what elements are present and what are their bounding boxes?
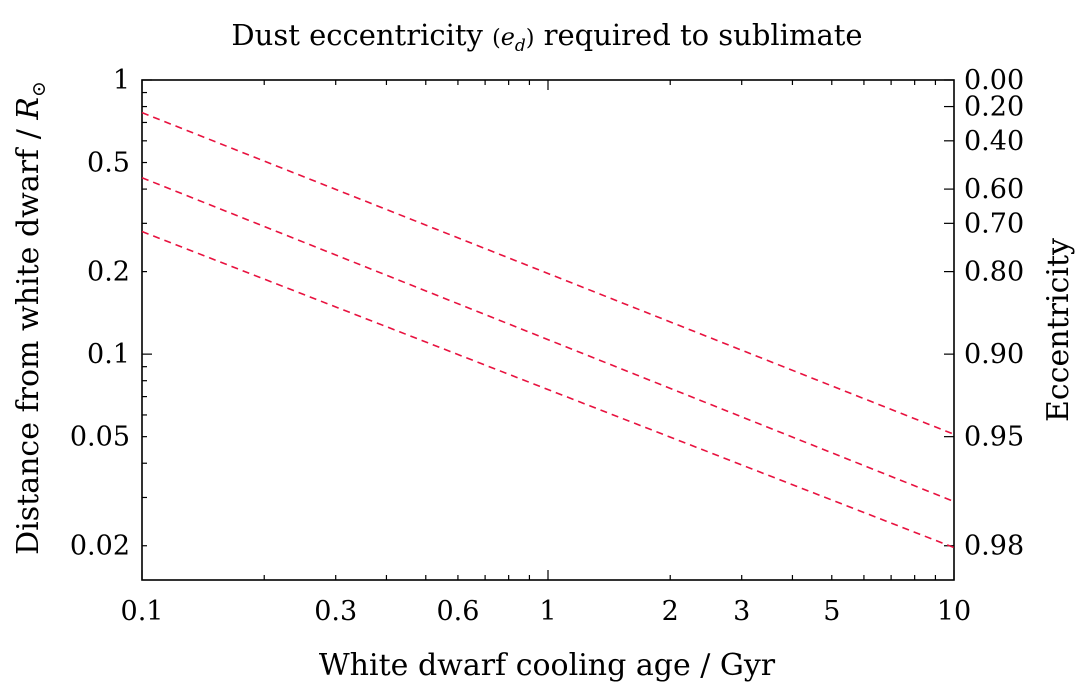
y2-tick-label: 0.00	[964, 65, 1024, 96]
x-tick-label: 1	[539, 596, 556, 627]
y2-tick-label: 0.98	[964, 531, 1024, 562]
plot-frame	[141, 79, 955, 581]
y2-axis-title: Eccentricity	[1041, 238, 1076, 422]
tick-labels: 0.1 0.3 0.6 1 2 3 5 10 1 0.5 0.2 0.1 0.05 0.02 0.000.2…	[70, 65, 1024, 627]
x-tick-label: 5	[823, 596, 840, 627]
y2-tick-label: 0.40	[964, 126, 1024, 157]
plot-area-border	[141, 79, 955, 581]
y-tick-label: 0.2	[87, 257, 130, 288]
y-tick-label: 0.02	[70, 531, 130, 562]
y2-tick-label: 0.60	[964, 174, 1024, 205]
y2-tick-label: 0.95	[964, 422, 1024, 453]
x-tick-label: 0.1	[121, 596, 164, 627]
y2-tick-label: 0.90	[964, 339, 1024, 370]
y2-tick-label: 0.70	[964, 208, 1024, 239]
x-tick-label: 0.6	[436, 596, 479, 627]
series-line-graphite	[141, 230, 955, 549]
chart-title: Dust eccentricity (ed) required to subli…	[231, 18, 862, 56]
y-tick-label: 1	[113, 65, 130, 96]
y-tick-label: 0.05	[70, 422, 130, 453]
x-tick-label: 10	[937, 596, 971, 627]
axis-ticks	[141, 79, 955, 580]
series-line-olivine	[141, 176, 955, 503]
y-tick-label: 0.1	[87, 339, 130, 370]
x-tick-label: 2	[662, 596, 679, 627]
y-axis-title: Distance from white dwarf / R⊙	[11, 81, 50, 555]
y2-tick-label: 0.20	[964, 92, 1024, 123]
series-lines: IronOlivineGraphite	[141, 111, 955, 549]
series-line-iron	[141, 111, 955, 436]
x-tick-label: 3	[733, 596, 750, 627]
x-tick-label: 0.3	[314, 596, 357, 627]
x-axis-title: White dwarf cooling age / Gyr	[319, 648, 776, 683]
y-tick-label: 0.5	[87, 148, 130, 179]
y2-tick-label: 0.80	[964, 257, 1024, 288]
